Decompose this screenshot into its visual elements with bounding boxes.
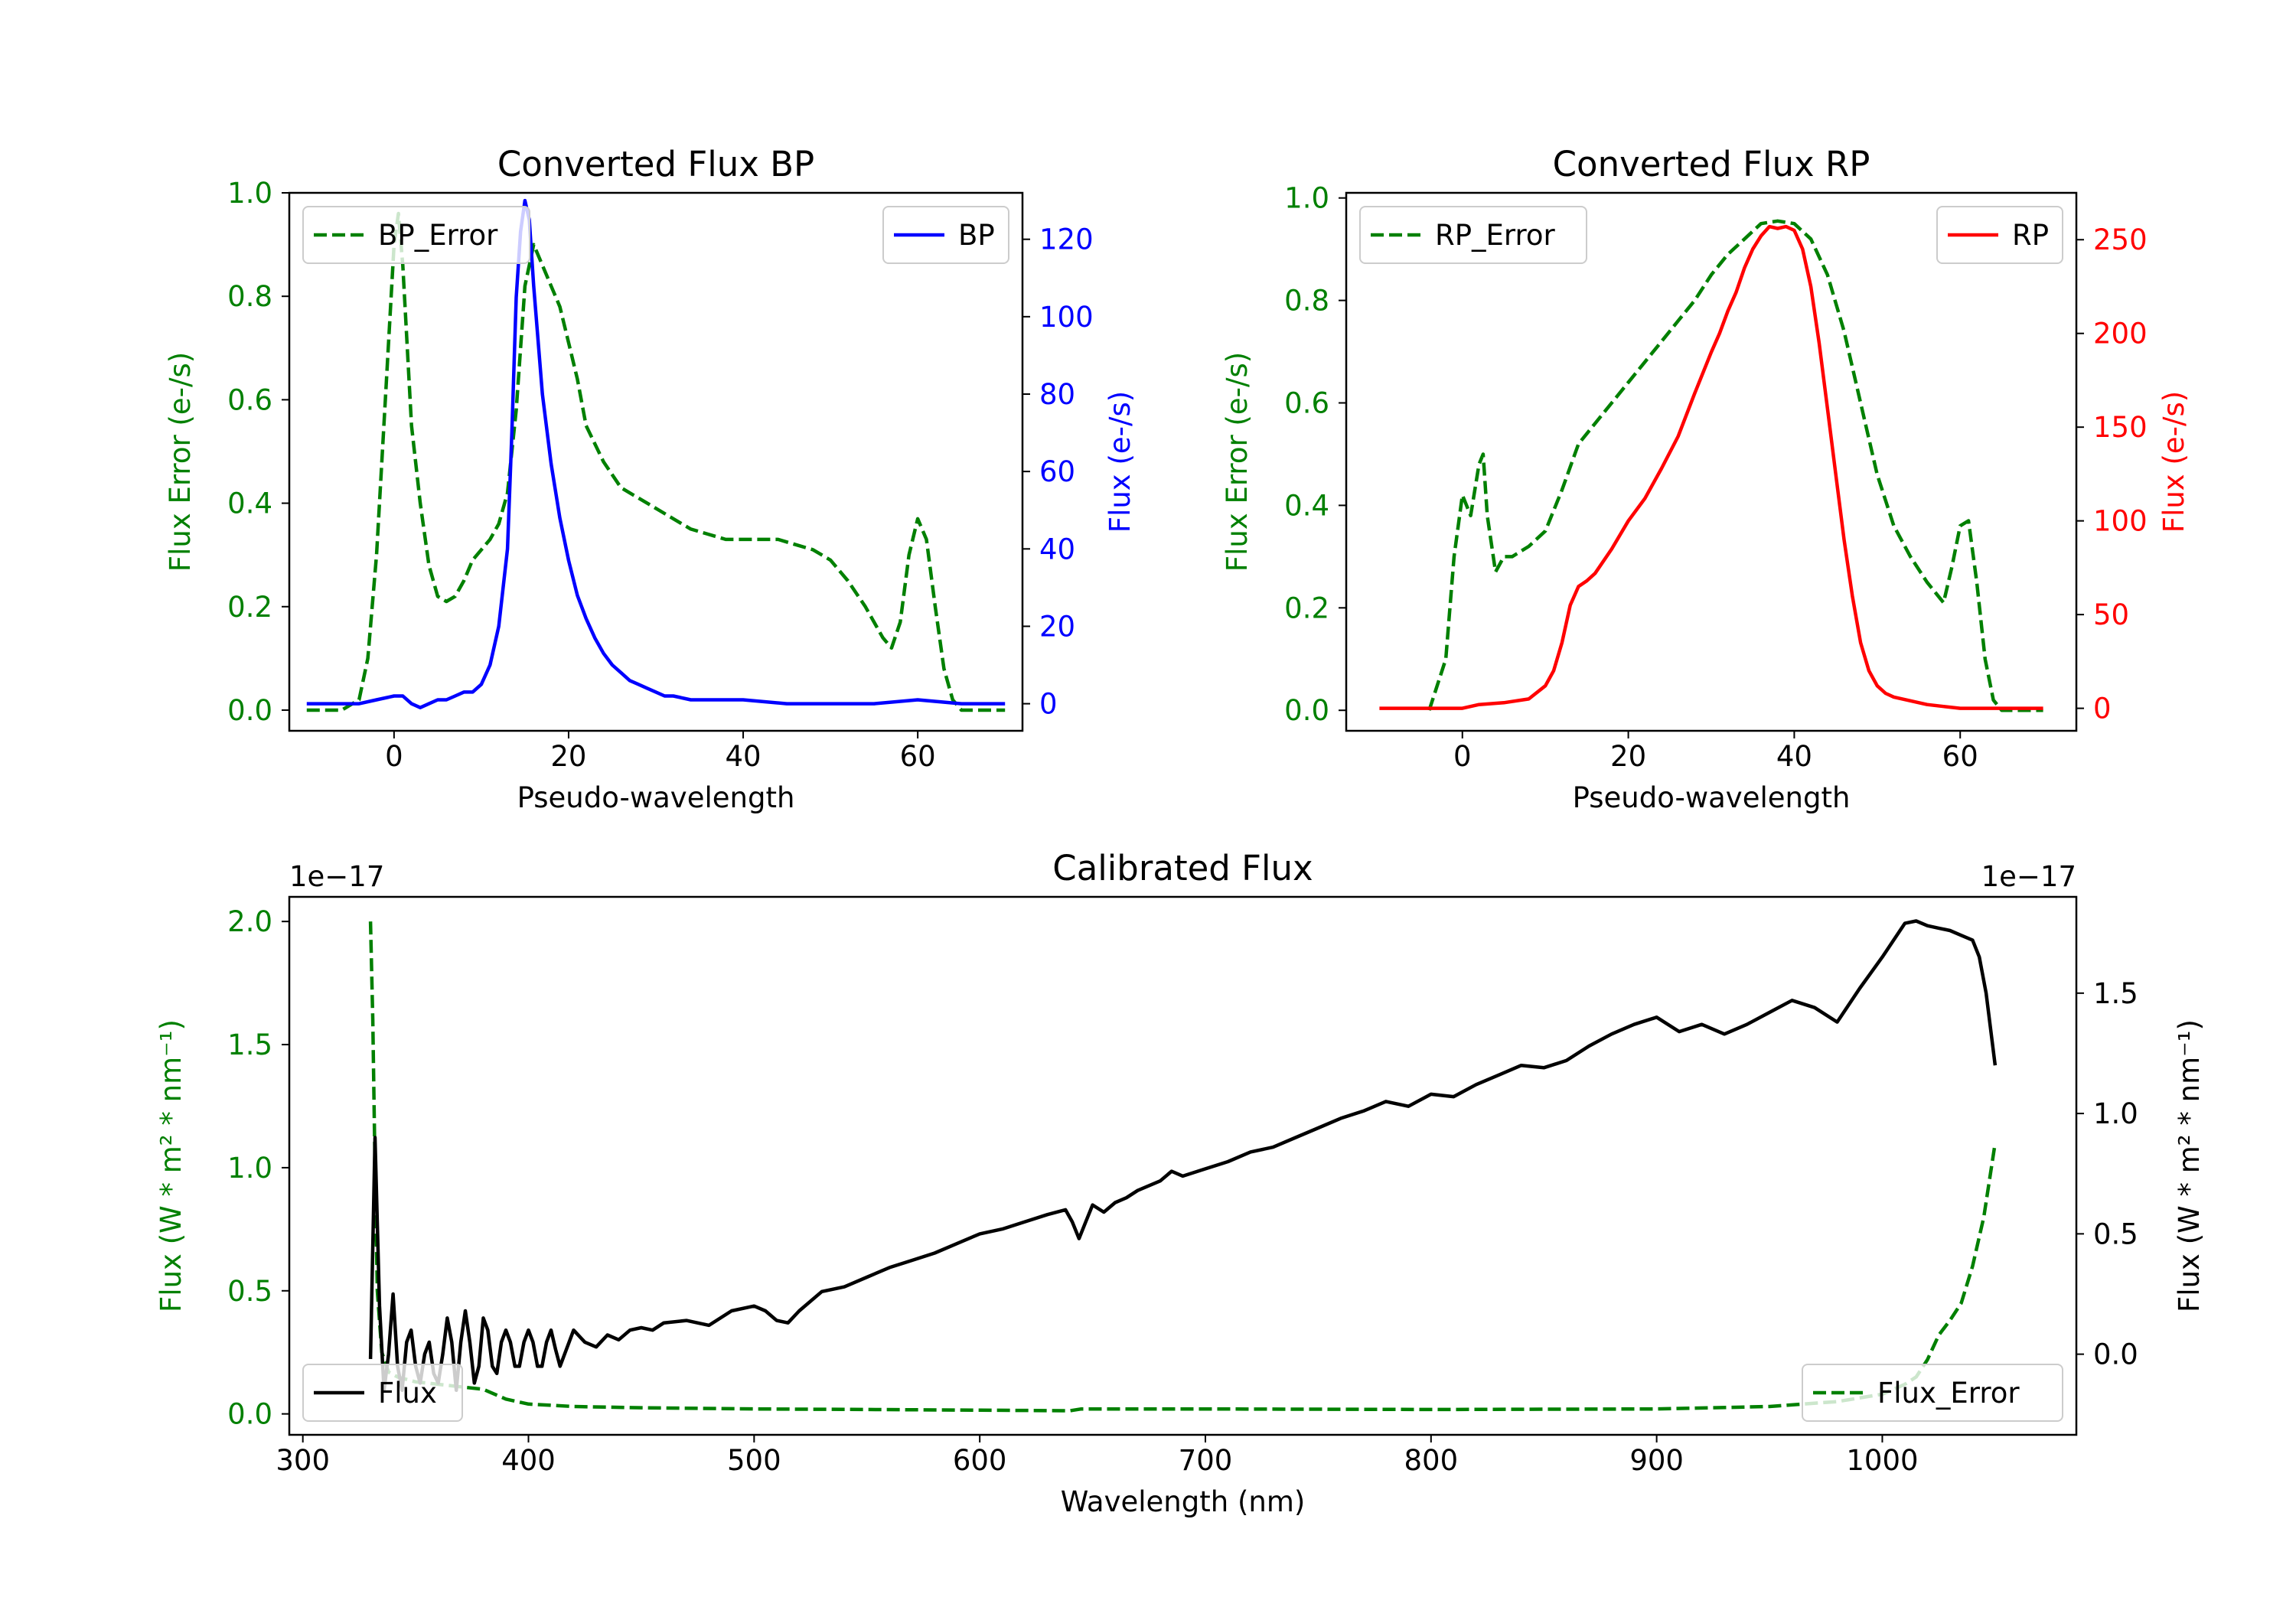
cal-ytick-label-right: 0.5 [2093,1217,2138,1250]
bp-ylabel-right: Flux (e-/s) [1104,391,1137,533]
bp-ytick-label-right: 40 [1039,533,1075,566]
bp-ytick-label-left: 0.0 [227,694,272,727]
cal-legend-box [1802,1364,2063,1422]
cal-ytick-label-left: 1.5 [227,1028,272,1061]
cal-ytick-label-left: 1.0 [227,1152,272,1185]
bp-xlabel: Pseudo-wavelength [517,781,795,814]
cal-ytick-label-left: 0.5 [227,1275,272,1308]
cal-xtick-label: 600 [953,1444,1007,1477]
cal-axes-frame [288,895,2078,1436]
cal-xtick-label: 400 [501,1444,556,1477]
cal-offset-left: 1e−17 [289,860,384,893]
cal-ytick-label-left: 2.0 [227,905,272,938]
rp-legend-left: RP_Error [1359,206,1587,264]
bp-ylabel-left: Flux Error (e-/s) [164,352,197,572]
bp-title: Converted Flux BP [497,144,814,184]
bp-ytick-label-right: 100 [1039,301,1094,334]
rp-series-rp [1379,224,2043,710]
bp-legend-box [882,206,1009,264]
rp-ylabel-left: Flux Error (e-/s) [1221,352,1254,572]
cal-ytick-label-right: 1.5 [2093,977,2138,1010]
cal-legend-label: Flux [378,1377,437,1410]
rp-ytick-label-right: 50 [2093,598,2129,631]
rp-legend-label: RP_Error [1435,219,1555,252]
cal-chart: 300 400 500 600 700 800 900 1000 0.0 0.5 1.0 1.5 2.0… [155,848,2206,1518]
bp-xtick-label: 20 [550,740,586,773]
cal-ytick-label-right: 1.0 [2093,1097,2138,1130]
bp-ytick-label-left: 0.8 [227,280,272,313]
cal-legend-left: Flux [302,1364,463,1422]
cal-ylabel-right: Flux (W * m² * nm⁻¹) [2173,1019,2206,1312]
bp-legend-label: BP_Error [378,219,498,252]
rp-ytick-label-left: 0.0 [1284,694,1329,727]
bp-ytick-label-right: 0 [1039,688,1058,721]
cal-xtick-label: 1000 [1846,1444,1918,1477]
cal-series-flux-error [368,921,1998,1413]
cal-ytick-label-right: 0.0 [2093,1338,2138,1371]
cal-xtick-label: 300 [276,1444,330,1477]
rp-series-rp-error [1427,219,2043,712]
cal-xtick-label: 700 [1179,1444,1233,1477]
bp-ytick-label-right: 120 [1039,223,1094,256]
rp-axes-frame [1345,191,2078,732]
rp-xtick-label: 60 [1942,740,1978,773]
rp-ytick-label-left: 0.6 [1284,387,1329,420]
cal-legend-right: Flux_Error [1802,1364,2063,1422]
cal-xlabel: Wavelength (nm) [1061,1485,1306,1518]
rp-ylabel-right: Flux (e-/s) [2157,391,2190,533]
bp-chart: 0 20 40 60 0.0 0.2 0.4 0.6 0.8 1.0 0 20 40 60 80 100 120… [164,144,1137,814]
rp-ytick-label-right: 250 [2093,223,2148,256]
rp-ytick-label-left: 1.0 [1284,182,1329,215]
bp-series-bp-error [306,211,1006,712]
rp-ytick-label-left: 0.2 [1284,592,1329,624]
rp-ytick-label-right: 150 [2093,411,2148,444]
cal-xtick-label: 500 [727,1444,781,1477]
cal-ytick-label-left: 0.0 [227,1398,272,1431]
cal-xtick-label: 800 [1404,1444,1458,1477]
cal-xtick-label: 900 [1629,1444,1684,1477]
cal-offset-right: 1e−17 [1981,860,2076,893]
rp-ytick-label-right: 0 [2093,693,2112,725]
rp-ytick-label-right: 200 [2093,318,2148,350]
rp-xtick-label: 0 [1453,740,1472,773]
rp-ytick-label-left: 0.8 [1284,285,1329,318]
cal-ylabel-left: Flux (W * m² * nm⁻¹) [155,1019,188,1312]
bp-ytick-label-left: 0.4 [227,487,272,520]
cal-legend-label: Flux_Error [1877,1377,2020,1410]
bp-series-bp [306,198,1006,709]
bp-ytick-label-right: 20 [1039,610,1075,643]
bp-ytick-label-left: 0.2 [227,591,272,624]
rp-legend-right: RP [1936,206,2063,264]
bp-xtick-label: 0 [385,740,403,773]
bp-legend-box [302,206,530,264]
cal-title: Calibrated Flux [1052,848,1313,888]
rp-ytick-label-right: 100 [2093,505,2148,538]
bp-xtick-label: 60 [900,740,936,773]
bp-ytick-label-right: 60 [1039,455,1075,488]
rp-xtick-label: 20 [1610,740,1646,773]
rp-legend-box [1359,206,1587,264]
rp-ytick-label-left: 0.4 [1284,489,1329,522]
rp-chart: 0 20 40 60 0.0 0.2 0.4 0.6 0.8 1.0 0 50 100 150 200 250… [1221,144,2190,814]
rp-xtick-label: 40 [1776,740,1812,773]
bp-legend-right: BP [882,206,1009,264]
bp-xtick-label: 40 [726,740,762,773]
bp-ytick-label-left: 0.6 [227,383,272,416]
bp-ytick-label-right: 80 [1039,378,1075,411]
rp-xlabel: Pseudo-wavelength [1573,781,1851,814]
bp-ytick-label-left: 1.0 [227,177,272,210]
rp-legend-box [1936,206,2063,264]
bp-legend-left: BP_Error [302,206,530,264]
bp-axes-frame [288,191,1024,732]
bp-legend-label: BP [958,219,995,252]
cal-series-flux [368,919,1998,1393]
rp-legend-label: RP [2012,219,2049,252]
rp-title: Converted Flux RP [1553,144,1870,184]
cal-legend-box [302,1364,463,1422]
